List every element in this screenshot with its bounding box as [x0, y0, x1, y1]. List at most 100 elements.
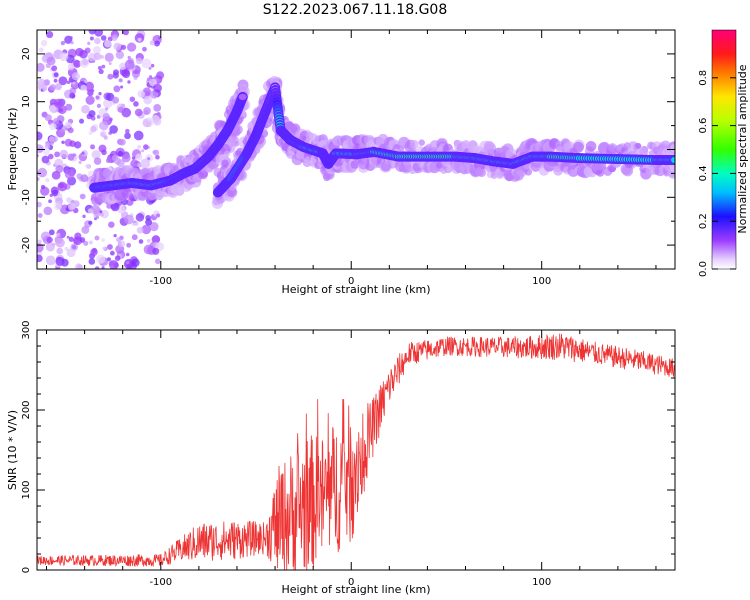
heatmap-cell	[49, 122, 57, 131]
heatmap-cell	[141, 149, 145, 153]
heatmap-cell	[37, 177, 40, 181]
heatmap-cell	[100, 35, 107, 41]
heatmap-cell	[44, 114, 52, 122]
heatmap-cell	[153, 103, 162, 112]
y-tick-label: 20	[21, 48, 32, 61]
heatmap-cell	[110, 202, 120, 212]
heatmap-cell	[113, 85, 121, 93]
heatmap-cell	[113, 233, 117, 238]
heatmap-cell	[82, 59, 89, 66]
heatmap-cell	[42, 86, 47, 92]
heatmap-cell	[141, 58, 152, 69]
heatmap-cell	[53, 78, 58, 83]
spectrogram-heatmap	[37, 30, 675, 269]
x-tick-label: 0	[348, 276, 354, 287]
heatmap-cell	[54, 202, 62, 211]
heatmap-cell	[100, 212, 104, 217]
heatmap-cell	[95, 95, 100, 100]
spectrogram-y-axis-label: Frequency (Hz)	[6, 108, 19, 191]
heatmap-cell	[105, 107, 109, 111]
heatmap-cell	[152, 150, 157, 155]
heatmap-cell	[45, 62, 51, 69]
heatmap-cell	[146, 238, 151, 243]
heatmap-cell	[96, 254, 106, 264]
heatmap-cell	[79, 118, 85, 124]
heatmap-cell	[99, 120, 109, 131]
heatmap-cell	[37, 131, 43, 141]
heatmap-cell	[106, 257, 111, 262]
heatmap-cell	[84, 79, 88, 84]
heatmap-cell	[92, 46, 101, 55]
heatmap-cell	[78, 160, 82, 164]
heatmap-cell	[90, 116, 96, 121]
x-tick-label: 100	[532, 276, 551, 287]
heatmap-cell	[91, 149, 101, 160]
heatmap-cell	[114, 255, 121, 261]
heatmap-cell	[40, 39, 48, 47]
x-tick-label: -100	[149, 577, 172, 588]
heatmap-cell	[572, 141, 584, 153]
heatmap-cell	[156, 71, 165, 80]
heatmap-cell	[108, 61, 112, 66]
heatmap-cell	[59, 149, 69, 159]
heatmap-cell	[64, 169, 75, 180]
heatmap-cell	[105, 92, 115, 102]
heatmap-cell	[51, 170, 61, 180]
y-tick-label: 10	[21, 95, 32, 108]
heatmap-cell	[72, 153, 76, 157]
heatmap-cell	[99, 210, 103, 214]
heatmap-cell	[153, 117, 162, 126]
heatmap-cell	[153, 83, 162, 93]
heatmap-cell	[66, 80, 71, 85]
snr-ticks	[37, 329, 675, 571]
heatmap-cell	[524, 168, 533, 176]
heatmap-cell	[53, 72, 59, 78]
heatmap-cell	[54, 83, 62, 91]
snr-y-tick-labels: 0 100 200 300	[21, 320, 32, 573]
heatmap-cell	[101, 266, 105, 269]
heatmap-cell	[81, 225, 90, 234]
snr-panel: -100 0 100 0 100 200 300 Height of straight l…	[6, 320, 676, 596]
heatmap-cell	[81, 151, 85, 155]
heatmap-cell	[105, 158, 111, 164]
heatmap-cell	[635, 142, 642, 149]
heatmap-cell	[671, 156, 675, 164]
heatmap-cell	[149, 40, 155, 46]
snr-x-tick-labels: -100 0 100	[149, 577, 551, 588]
colorbar: 0.0 0.2 0.4 0.6 0.8 Normalized spectral ampl…	[698, 29, 749, 277]
heatmap-cell	[101, 149, 107, 156]
heatmap-cell	[138, 239, 144, 244]
heatmap-cell	[43, 79, 51, 86]
heatmap-cell	[98, 68, 104, 75]
heatmap-cell	[82, 214, 86, 219]
heatmap-cell	[79, 49, 88, 59]
heatmap-cell	[83, 240, 89, 246]
heatmap-cell	[107, 244, 113, 250]
heatmap-cell	[118, 78, 123, 83]
heatmap-cell	[52, 242, 56, 247]
heatmap-cell	[117, 150, 124, 157]
heatmap-cell	[117, 241, 122, 246]
heatmap-cell	[37, 201, 42, 208]
heatmap-cell	[103, 135, 108, 140]
heatmap-cell	[131, 222, 136, 227]
snr-x-axis-label: Height of straight line (km)	[281, 583, 430, 596]
heatmap-cell	[97, 65, 102, 70]
heatmap-cell	[41, 155, 50, 164]
heatmap-cell	[109, 125, 118, 134]
heatmap-cell	[98, 91, 102, 96]
heatmap-cell	[48, 136, 55, 143]
heatmap-cell	[142, 46, 147, 52]
heatmap-cell	[409, 139, 419, 149]
heatmap-cell	[122, 30, 129, 36]
heatmap-cell	[56, 247, 63, 255]
heatmap-cell	[73, 59, 81, 68]
heatmap-cell	[121, 69, 131, 79]
heatmap-cell	[87, 165, 92, 169]
heatmap-cell	[100, 132, 105, 137]
heatmap-cell	[88, 220, 93, 225]
heatmap-cell	[42, 147, 50, 155]
heatmap-cell	[66, 197, 72, 203]
heatmap-cell	[125, 252, 130, 257]
y-tick-label: -10	[21, 189, 32, 205]
